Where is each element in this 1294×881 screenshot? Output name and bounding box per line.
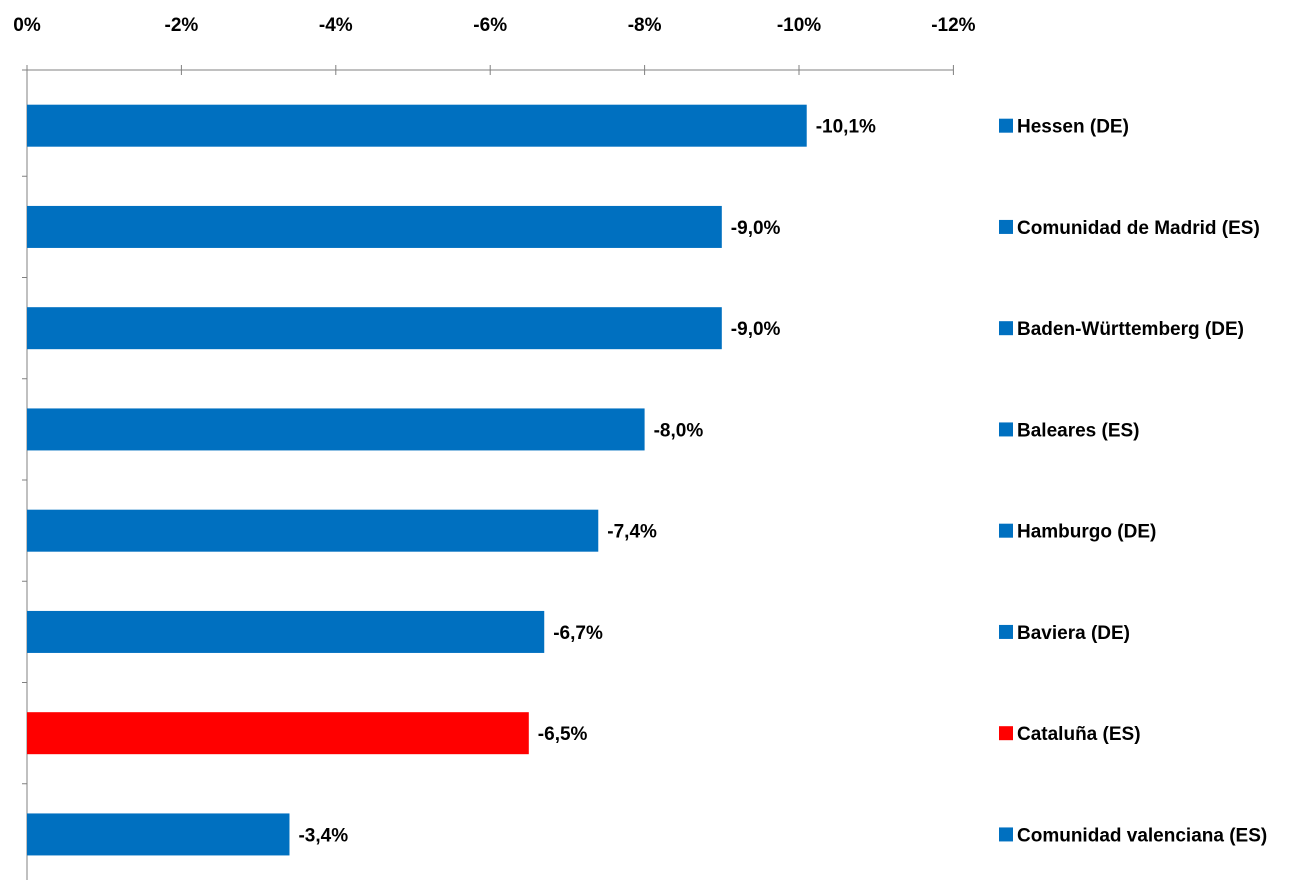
legend-swatch <box>999 827 1013 842</box>
x-tick-label: 0% <box>13 15 41 36</box>
legend-label: Baden-Württemberg (DE) <box>1017 319 1244 340</box>
x-tick-label: -8% <box>628 15 662 36</box>
x-tick-label: -12% <box>931 15 975 36</box>
legend-group: Hessen (DE) Comunidad de Madrid (ES) Baden… <box>999 117 1267 846</box>
bar <box>27 509 599 552</box>
legend-label: Cataluña (ES) <box>1017 724 1141 745</box>
x-tick-label: -4% <box>319 15 353 36</box>
legend-swatch <box>999 523 1013 538</box>
bar <box>27 205 722 248</box>
data-label: -6,5% <box>538 724 588 745</box>
legend-label: Comunidad de Madrid (ES) <box>1017 218 1260 239</box>
bar <box>27 610 545 653</box>
legend-label: Hessen (DE) <box>1017 117 1129 138</box>
data-label: -6,7% <box>553 623 603 644</box>
legend-swatch <box>999 624 1013 639</box>
data-label: -9,0% <box>731 218 781 239</box>
legend-swatch <box>999 321 1013 336</box>
bar <box>27 712 529 755</box>
bar <box>27 307 722 350</box>
legend-label: Comunidad valenciana (ES) <box>1017 825 1267 846</box>
axis-group: 0% -2% -4% -6% -8% -10% -12% <box>13 15 976 880</box>
x-tick-label: -10% <box>777 15 821 36</box>
legend-swatch <box>999 219 1013 234</box>
bar <box>27 408 645 451</box>
data-label: -3,4% <box>298 825 348 846</box>
x-tick-label: -6% <box>473 15 507 36</box>
legend-label: Baleares (ES) <box>1017 420 1140 441</box>
data-label: -9,0% <box>731 319 781 340</box>
legend-label: Baviera (DE) <box>1017 623 1130 644</box>
data-label: -10,1% <box>816 117 876 138</box>
legend-label: Hamburgo (DE) <box>1017 522 1156 543</box>
data-label: -7,4% <box>607 522 657 543</box>
bar <box>27 813 290 856</box>
legend-swatch <box>999 726 1013 741</box>
legend-swatch <box>999 422 1013 437</box>
bars-group: -10,1% -9,0% -9,0% -8,0% -7,4% -6,7% -6,5% -3,4… <box>27 104 876 856</box>
x-tick-label: -2% <box>165 15 199 36</box>
legend-swatch <box>999 118 1013 133</box>
data-label: -8,0% <box>654 420 704 441</box>
bar <box>27 104 807 147</box>
